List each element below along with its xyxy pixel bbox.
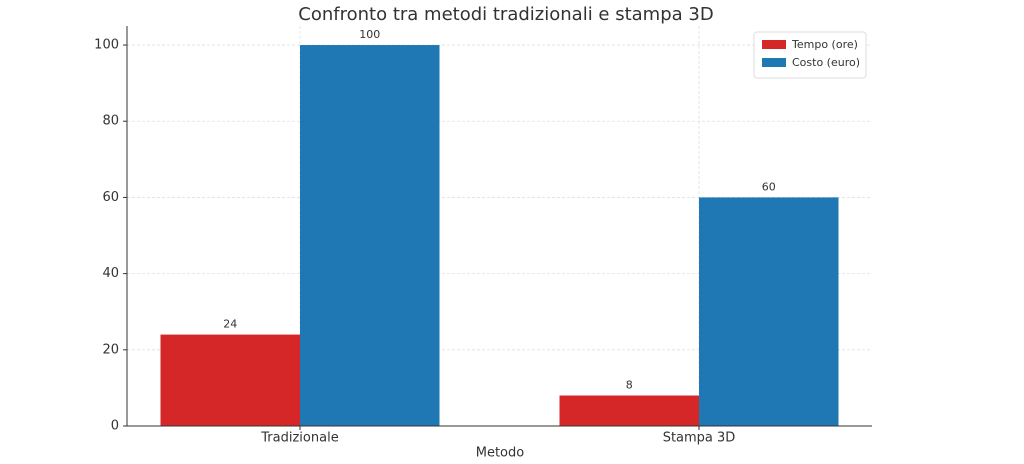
y-tick-label: 0: [111, 419, 119, 434]
data-label: 60: [762, 180, 776, 193]
x-axis-label: Metodo: [476, 446, 525, 461]
legend: Tempo (ore) Costo (euro): [753, 31, 867, 79]
legend-swatch: [762, 40, 786, 49]
data-label: 8: [626, 379, 633, 392]
bar: [559, 395, 699, 426]
data-label: 24: [223, 318, 237, 331]
legend-label: Costo (euro): [792, 56, 860, 69]
x-tick-label: Stampa 3D: [663, 431, 736, 446]
y-tick-label: 80: [102, 114, 119, 129]
bar: [160, 334, 300, 426]
chart-title: Confronto tra metodi tradizionali e stam…: [298, 4, 713, 25]
bar: [300, 45, 440, 427]
bar: [699, 197, 839, 426]
y-tick-label: 20: [102, 342, 119, 357]
y-tick-label: 40: [102, 266, 119, 281]
data-label: 100: [359, 28, 380, 41]
legend-label: Tempo (ore): [791, 38, 858, 51]
y-tick-label: 60: [102, 190, 119, 205]
x-tick-label: Tradizionale: [260, 431, 338, 446]
y-tick-label: 100: [94, 38, 119, 53]
legend-swatch: [762, 58, 786, 67]
